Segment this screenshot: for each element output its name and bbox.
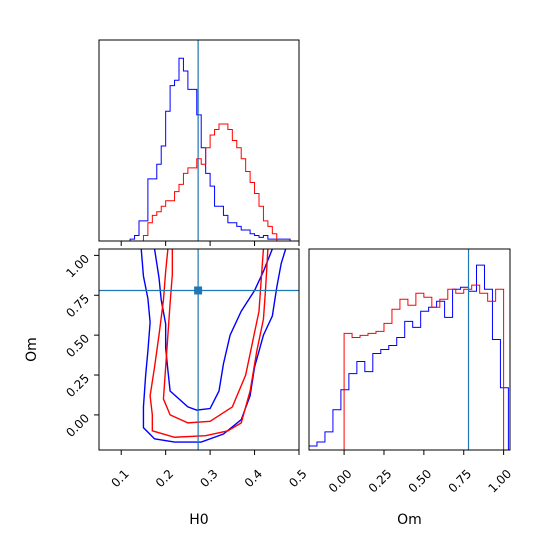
histogram-series-a (121, 57, 295, 241)
x-tick-label: 1.00 (485, 467, 514, 496)
contour-h0-om-panel: 0.1 0.2 0.3 0.4 0.5 0.00 0.25 0.50 0.75 1.00 H0 Om (24, 248, 310, 528)
x-tick-label: 0.4 (242, 467, 265, 490)
x-tick-label: 0.00 (326, 467, 355, 496)
y-axis-label: Om (24, 337, 40, 362)
y-tick-label: 0.00 (63, 411, 92, 440)
contour-blue-outer (140, 249, 287, 443)
histogram-om-panel: 0.00 0.25 0.50 0.75 1.00 Om (308, 248, 514, 528)
y-tick-label: 0.75 (63, 291, 92, 320)
contour-red-outer (149, 249, 269, 438)
x-tick-label: 0.50 (406, 467, 435, 496)
x-tick-label: 0.75 (446, 467, 475, 496)
panel-frame (308, 248, 511, 451)
y-tick-label: 0.50 (63, 331, 92, 360)
contour-red-inner (162, 249, 265, 424)
x-tick-label: 0.1 (108, 467, 131, 490)
x-tick-label: 0.2 (153, 467, 176, 490)
x-tick-label: 0.3 (197, 467, 220, 490)
truth-point-marker (194, 286, 203, 295)
panel-frame (98, 39, 300, 242)
x-axis-label: Om (397, 512, 422, 528)
histogram-series-a (309, 264, 509, 450)
panel-frame (98, 248, 300, 451)
y-tick-label: 0.25 (63, 371, 92, 400)
histogram-series-b (139, 123, 282, 241)
y-tick-label: 1.00 (63, 252, 92, 281)
x-tick-label: 0.5 (286, 467, 309, 490)
x-axis-label: H0 (189, 512, 208, 528)
histogram-h0-panel (98, 39, 300, 246)
histogram-series-b (343, 284, 505, 450)
contour-blue-inner (153, 249, 273, 411)
x-tick-label: 0.25 (366, 467, 395, 496)
